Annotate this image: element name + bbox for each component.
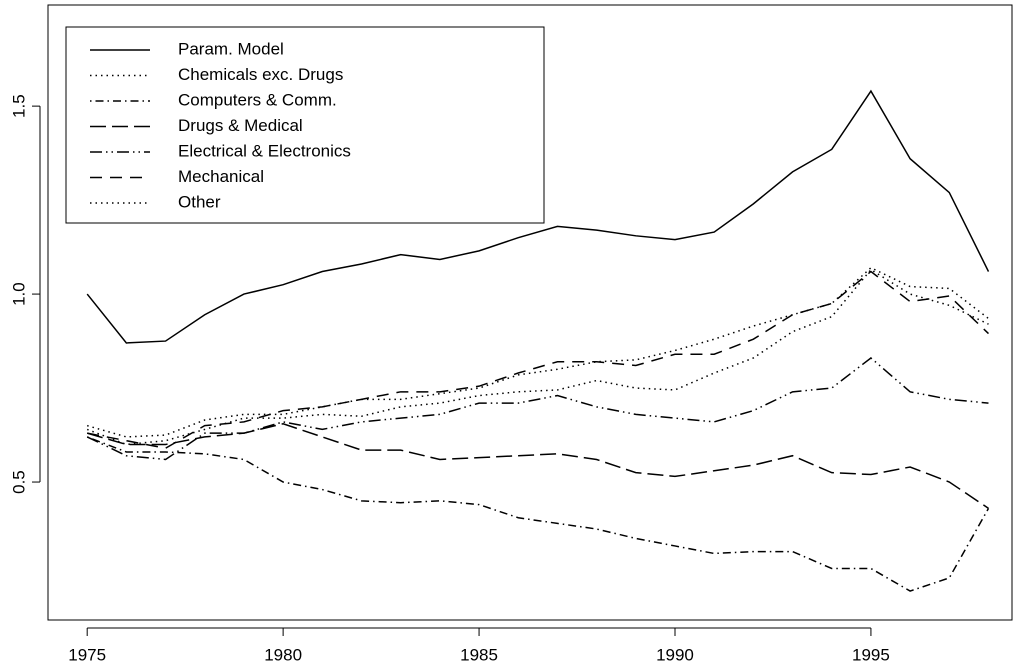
y-tick-label: 0.5 [9, 470, 28, 494]
legend-label: Mechanical [178, 167, 264, 186]
legend-label: Other [178, 192, 221, 211]
x-tick-label: 1995 [852, 645, 890, 664]
x-tick-label: 1980 [264, 645, 302, 664]
series-line [86, 266, 989, 438]
legend-box [65, 26, 545, 224]
legend-label: Chemicals exc. Drugs [178, 65, 343, 84]
x-tick-label: 1990 [656, 645, 694, 664]
series-line [86, 357, 989, 461]
x-tick-label: 1975 [68, 645, 106, 664]
plot-frame [47, 4, 1013, 621]
series-line [86, 436, 990, 592]
y-tick-label: 1.0 [9, 282, 28, 306]
x-tick-label: 1985 [460, 645, 498, 664]
legend-label: Drugs & Medical [178, 116, 303, 135]
legend-label: Computers & Comm. [178, 90, 337, 109]
series-line [87, 270, 990, 449]
y-tick-label: 1.5 [9, 94, 28, 118]
legend-label: Param. Model [178, 39, 284, 58]
series-line [86, 89, 990, 344]
series-line [86, 268, 989, 446]
series-line [86, 422, 989, 509]
legend-label: Electrical & Electronics [178, 141, 351, 160]
